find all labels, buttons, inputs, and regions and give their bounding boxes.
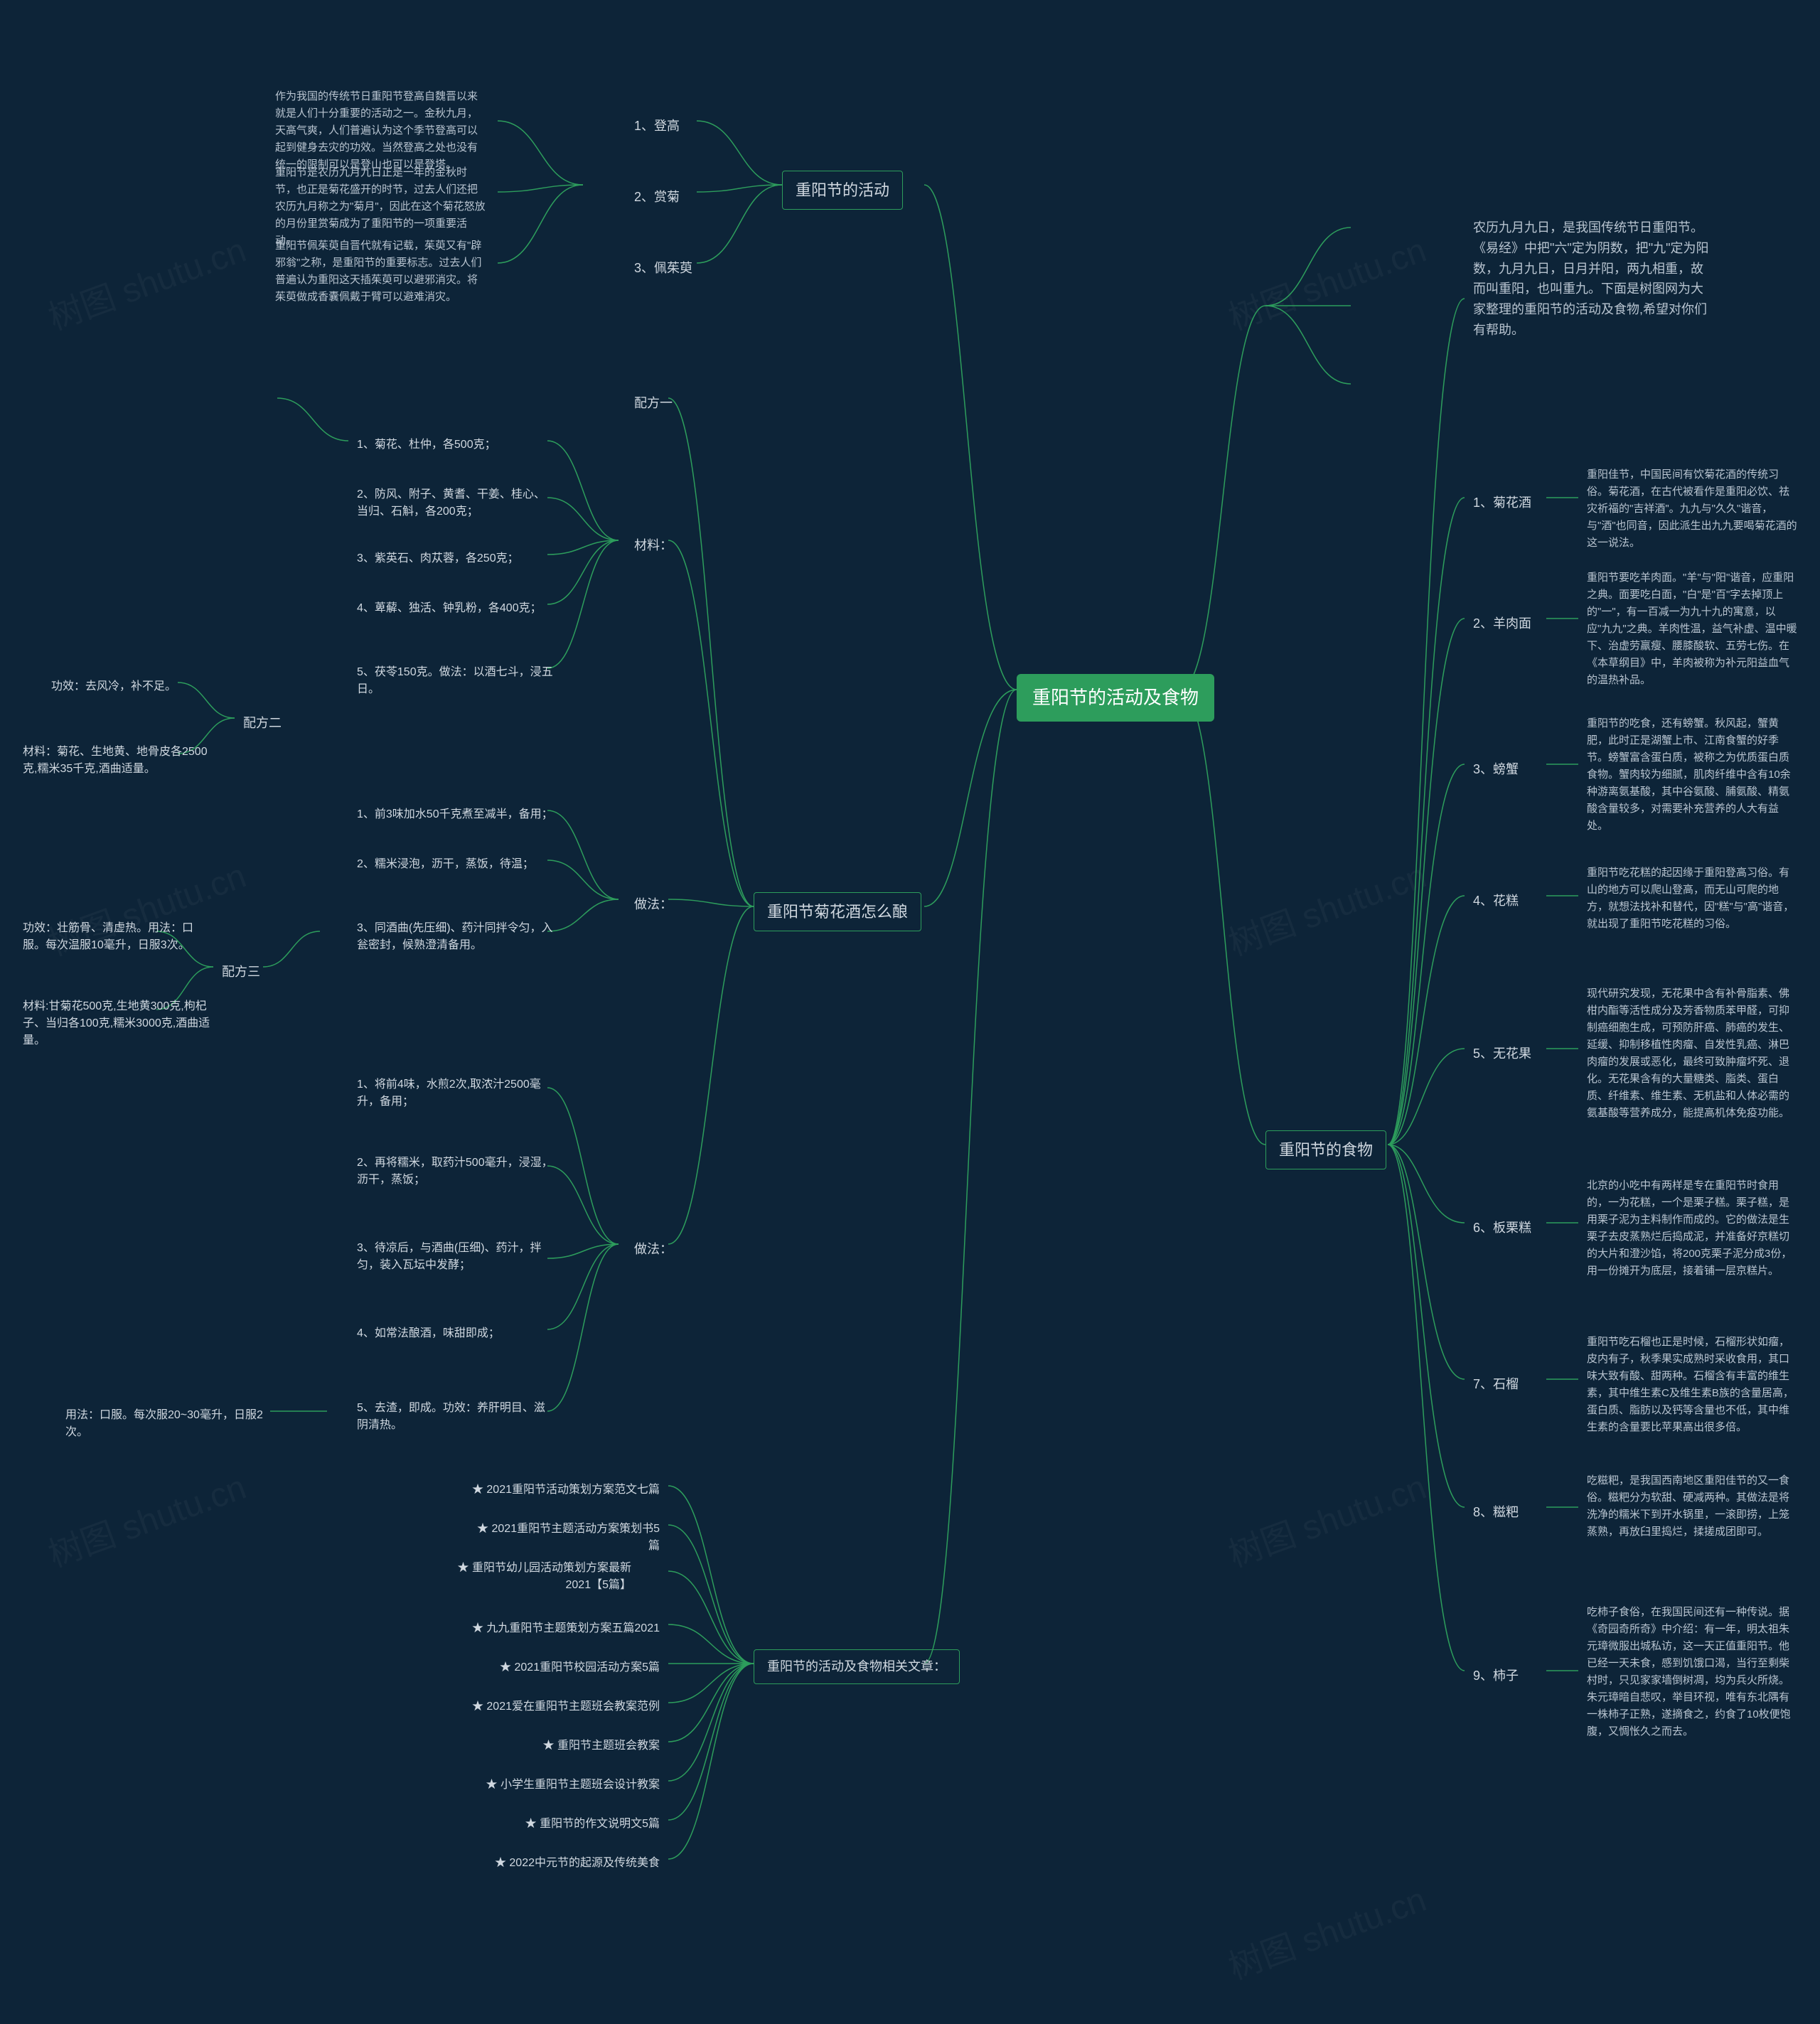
recipe-usage: 用法：口服。每次服20~30毫升，日服2次。 [57,1403,284,1445]
step-item: 1、将前4味，水煎2次,取浓汁2500毫升，备用； [348,1072,562,1115]
item-num: 5、 [1473,1046,1493,1061]
step-item: 3、同酒曲(先压细)、药汁同拌令匀，入瓮密封，候熟澄清备用。 [348,916,562,958]
branch-related[interactable]: 重阳节的活动及食物相关文章： [754,1649,960,1684]
item-title: 登高 [654,119,680,133]
food-desc: 重阳节吃石榴也正是时候，石榴形状如瘤，皮内有子，秋季果实成熟时采收食用，其口味大… [1578,1329,1806,1440]
recipe-effect: 功效：去风冷，补不足。 [43,674,185,700]
step-item: 1、前3味加水50千克煮至减半，备用； [348,802,562,828]
related-item[interactable]: ★ 重阳节主题班会教案 [462,1733,668,1759]
item-title: 螃蟹 [1493,762,1519,776]
food-desc: 吃柿子食俗，在我国民间还有一种传说。据《奇园奇所奇》中介绍：有一年，明太祖朱元璋… [1578,1600,1806,1745]
item-title: 羊肉面 [1493,616,1531,631]
item-title: 板栗糕 [1493,1221,1531,1235]
activity-item[interactable]: 2、赏菊 [626,183,688,211]
item-num: 9、 [1473,1669,1493,1683]
food-item[interactable]: 5、无花果 [1465,1040,1540,1068]
food-item[interactable]: 9、柿子 [1465,1662,1527,1690]
item-num: 8、 [1473,1505,1493,1519]
branch-activities[interactable]: 重阳节的活动 [782,171,903,210]
item-num: 2、 [634,190,654,204]
item-title: 菊花酒 [1493,496,1531,510]
root-node[interactable]: 重阳节的活动及食物 [1017,674,1214,722]
item-title: 花糕 [1493,894,1519,908]
related-item[interactable]: ★ 2021重阳节主题活动方案策划书5篇 [462,1516,668,1559]
recipe-label[interactable]: 配方三 [213,958,269,986]
steps-label: 做法： [626,891,681,919]
food-item[interactable]: 8、糍粑 [1465,1499,1527,1526]
activity-item[interactable]: 3、佩茱萸 [626,255,701,282]
step-item: 2、再将糯米，取药汁500毫升，浸湿，沥干，蒸饭； [348,1150,562,1193]
step-item: 2、糯米浸泡，沥干，蒸饭，待温； [348,852,542,877]
food-item[interactable]: 7、石榴 [1465,1371,1527,1398]
recipe-effect: 功效：壮筋骨、清虚热。用法：口服。每次温服10毫升，日服3次。 [14,916,213,958]
food-desc: 吃糍粑，是我国西南地区重阳佳节的又一食俗。糍粑分为软甜、硬减两种。其做法是将洗净… [1578,1468,1806,1545]
food-desc: 北京的小吃中有两样是专在重阳节时食用的，一为花糕，一个是栗子糕。栗子糕，是用栗子… [1578,1173,1806,1284]
related-item[interactable]: ★ 2021爱在重阳节主题班会教案范例 [462,1694,668,1720]
watermark: 树图 shutu.cn [1221,222,1432,339]
material-item: 1、菊花、杜仲，各500克； [348,432,505,458]
food-desc: 重阳节吃花糕的起因缘于重阳登高习俗。有山的地方可以爬山登高，而无山可爬的地方，就… [1578,860,1806,937]
step-item: 4、如常法酿酒，味甜即成； [348,1321,508,1346]
related-item[interactable]: ★ 2021重阳节活动策划方案范文七篇 [462,1477,668,1503]
branch-foods[interactable]: 重阳节的食物 [1265,1130,1386,1169]
material-item: 4、萆薢、独活、钟乳粉，各400克； [348,596,550,621]
food-item[interactable]: 3、螃蟹 [1465,756,1527,783]
intro-text: 农历九月九日，是我国传统节日重阳节。《易经》中把"六"定为阴数，把"九"定为阳数… [1465,213,1720,345]
material-item: 3、紫英石、肉苁蓉，各250克； [348,546,528,572]
item-num: 2、 [1473,616,1493,631]
related-item[interactable]: ★ 2022中元节的起源及传统美食 [462,1851,668,1876]
item-title: 石榴 [1493,1377,1519,1391]
item-num: 1、 [1473,496,1493,510]
activity-item[interactable]: 1、登高 [626,112,688,140]
item-title: 佩茱萸 [654,261,692,275]
step-item: 3、待凉后，与酒曲(压细)、药汁，拌匀，装入瓦坛中发酵； [348,1236,562,1278]
item-title: 赏菊 [654,190,680,204]
item-num: 7、 [1473,1377,1493,1391]
item-num: 1、 [634,119,654,133]
recipe-material: 材料:甘菊花500克,生地黄300克,枸杞子、当归各100克,糯米3000克,酒… [14,994,228,1054]
item-num: 3、 [1473,762,1493,776]
food-desc: 重阳佳节，中国民间有饮菊花酒的传统习俗。菊花酒，在古代被看作是重阳必饮、祛灾祈福… [1578,462,1806,556]
recipe-label[interactable]: 配方一 [626,390,681,417]
item-title: 无花果 [1493,1046,1531,1061]
food-item[interactable]: 1、菊花酒 [1465,489,1540,517]
recipe-label[interactable]: 配方二 [235,710,290,737]
item-title: 柿子 [1493,1669,1519,1683]
step-item: 5、去渣，即成。功效：养肝明目、滋阴清热。 [348,1396,562,1438]
food-item[interactable]: 6、板栗糕 [1465,1214,1540,1242]
item-title: 糍粑 [1493,1505,1519,1519]
materials-label: 材料： [626,532,681,559]
food-desc: 现代研究发现，无花果中含有补骨脂素、佛柑内酯等活性成分及芳香物质苯甲醛，可抑制癌… [1578,981,1806,1126]
related-item[interactable]: ★ 2021重阳节校园活动方案5篇 [462,1655,668,1681]
recipe-material: 材料：菊花、生地黄、地骨皮各2500克,糯米35千克,酒曲适量。 [14,739,228,782]
watermark: 树图 shutu.cn [1221,1871,1432,1988]
watermark: 树图 shutu.cn [41,1459,252,1576]
related-item[interactable]: ★ 重阳节的作文说明文5篇 [462,1811,668,1837]
watermark: 树图 shutu.cn [1221,847,1432,965]
food-item[interactable]: 4、花糕 [1465,887,1527,915]
related-item[interactable]: ★ 重阳节幼儿园活动策划方案最新2021【5篇】 [427,1556,640,1598]
steps-label: 做法： [626,1236,681,1263]
material-item: 2、防风、附子、黄耆、干姜、桂心、当归、石斛，各200克； [348,482,562,525]
item-num: 6、 [1473,1221,1493,1235]
item-num: 4、 [1473,894,1493,908]
food-item[interactable]: 2、羊肉面 [1465,610,1540,638]
food-desc: 重阳节的吃食，还有螃蟹。秋风起，蟹黄肥，此时正是湖蟹上市、江南食蟹的好季节。螃蟹… [1578,711,1806,839]
activity-desc: 重阳节佩茱萸自晋代就有记载，茱萸又有"辟邪翁"之称，是重阳节的重要标志。过去人们… [267,233,494,310]
watermark: 树图 shutu.cn [1221,1459,1432,1576]
food-desc: 重阳节要吃羊肉面。"羊"与"阳"谐音，应重阳之典。面要吃白面，"白"是"百"字去… [1578,565,1806,693]
material-item: 5、茯苓150克。做法：以酒七斗，浸五日。 [348,660,562,702]
related-item[interactable]: ★ 九九重阳节主题策划方案五篇2021 [462,1616,668,1642]
branch-wine[interactable]: 重阳节菊花酒怎么酿 [754,892,921,931]
watermark: 树图 shutu.cn [41,222,252,339]
item-num: 3、 [634,261,654,275]
related-item[interactable]: ★ 小学生重阳节主题班会设计教案 [462,1772,668,1798]
